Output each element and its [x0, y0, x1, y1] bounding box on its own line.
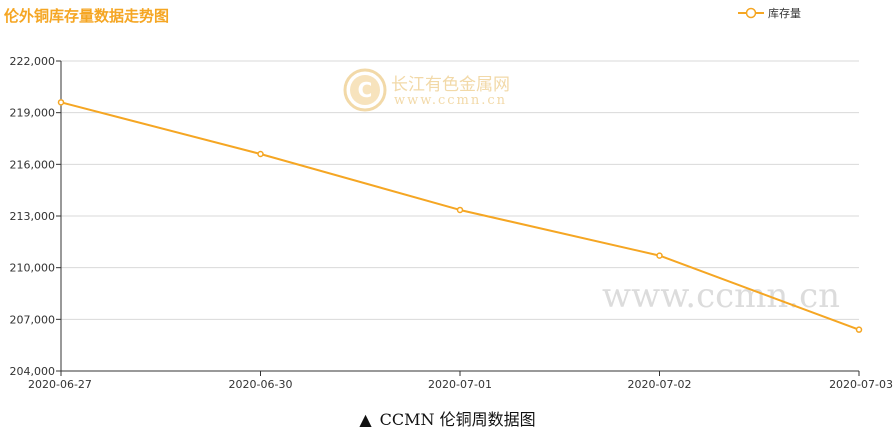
x-tick-label: 2020-06-27 [28, 378, 92, 391]
y-tick-label: 204,000 [10, 365, 56, 378]
grid-layer [61, 60, 859, 320]
legend-line-marker-icon [738, 7, 764, 19]
chart-caption: ▲ CCMN 伦铜周数据图 [0, 406, 895, 430]
y-tick-label: 207,000 [10, 313, 56, 326]
legend[interactable]: 库存量 [738, 4, 801, 22]
watermark-brand: 长江有色金属网 [391, 75, 510, 95]
series-layer [57, 99, 863, 333]
data-point[interactable] [57, 99, 65, 106]
y-tick-label: 210,000 [10, 262, 56, 275]
y-tick-label: 213,000 [10, 210, 56, 223]
ccmn-logo-icon: C [343, 68, 387, 112]
watermark-url-large: www.ccmn.cn [602, 276, 841, 316]
data-point[interactable] [656, 252, 663, 259]
x-tick-label: 2020-07-03 [829, 378, 893, 391]
line-chart: 204,000 207,000 210,000 213,000 216,000 219,0… [10, 55, 894, 391]
y-tick-label: 219,000 [10, 107, 56, 120]
y-tick-label: 222,000 [10, 55, 56, 68]
x-tick-label: 2020-07-02 [628, 378, 692, 391]
triangle-marker-icon: ▲ [359, 410, 372, 429]
data-point[interactable] [257, 150, 264, 158]
chart-title: 伦外铜库存量数据走势图 [4, 7, 170, 25]
y-tick-label: 216,000 [10, 158, 56, 171]
x-tick-label: 2020-07-01 [428, 378, 492, 391]
logo-glyph: C [358, 78, 373, 102]
caption-text: CCMN 伦铜周数据图 [379, 410, 536, 429]
data-point[interactable] [456, 206, 464, 214]
legend-label: 库存量 [768, 7, 801, 20]
data-point[interactable] [855, 326, 863, 333]
watermark-url-small: www.ccmn.cn [394, 93, 508, 108]
x-tick-label: 2020-06-30 [229, 378, 293, 391]
axis-layer: 204,000 207,000 210,000 213,000 216,000 219,0… [10, 55, 894, 391]
